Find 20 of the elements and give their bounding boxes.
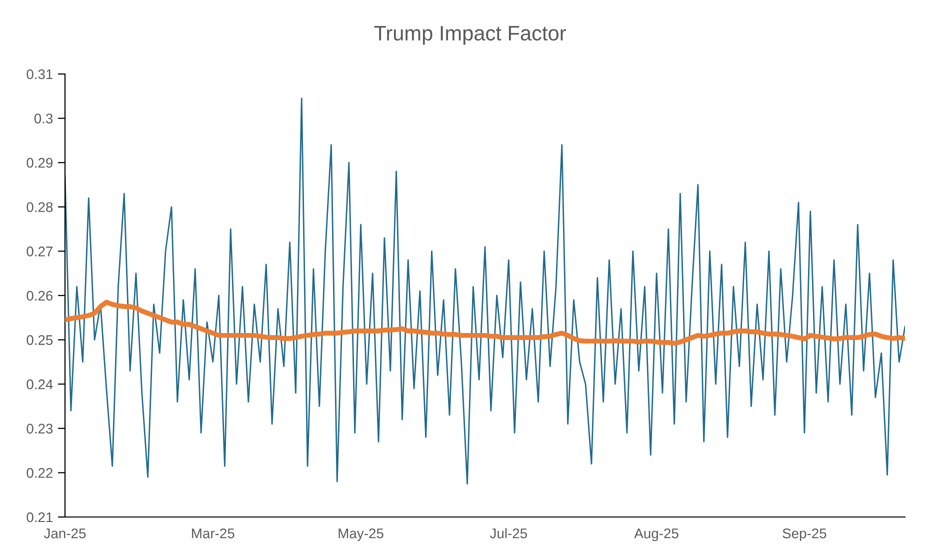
line-series bbox=[65, 300, 905, 346]
y-tick-label: 0.26 bbox=[26, 290, 53, 301]
x-tick-label: Jan-25 bbox=[44, 528, 86, 538]
y-tick-label: 0.25 bbox=[26, 335, 53, 345]
y-tick-label: 0.3 bbox=[34, 114, 53, 124]
x-tick-label: Aug-25 bbox=[634, 528, 678, 542]
y-tick-label: 0.29 bbox=[26, 158, 53, 168]
x-tick-label: Sep-25 bbox=[782, 528, 826, 542]
chart-title: Trump Impact Factor bbox=[374, 26, 566, 45]
y-tick-label: 0.23 bbox=[26, 424, 53, 434]
y-tick-label: 0.31 bbox=[26, 69, 53, 80]
y-tick-label: 0.21 bbox=[26, 512, 53, 522]
x-tick-label: Jul-25 bbox=[490, 528, 527, 538]
line-series bbox=[65, 98, 905, 484]
y-tick-label: 0.22 bbox=[26, 468, 52, 478]
x-tick-label: Mar-25 bbox=[192, 528, 234, 538]
y-tick-label: 0.27 bbox=[26, 246, 52, 256]
y-tick-label: 0.24 bbox=[26, 379, 53, 390]
y-tick-label: 0.28 bbox=[26, 202, 53, 212]
x-tick-label: May-25 bbox=[338, 528, 384, 542]
